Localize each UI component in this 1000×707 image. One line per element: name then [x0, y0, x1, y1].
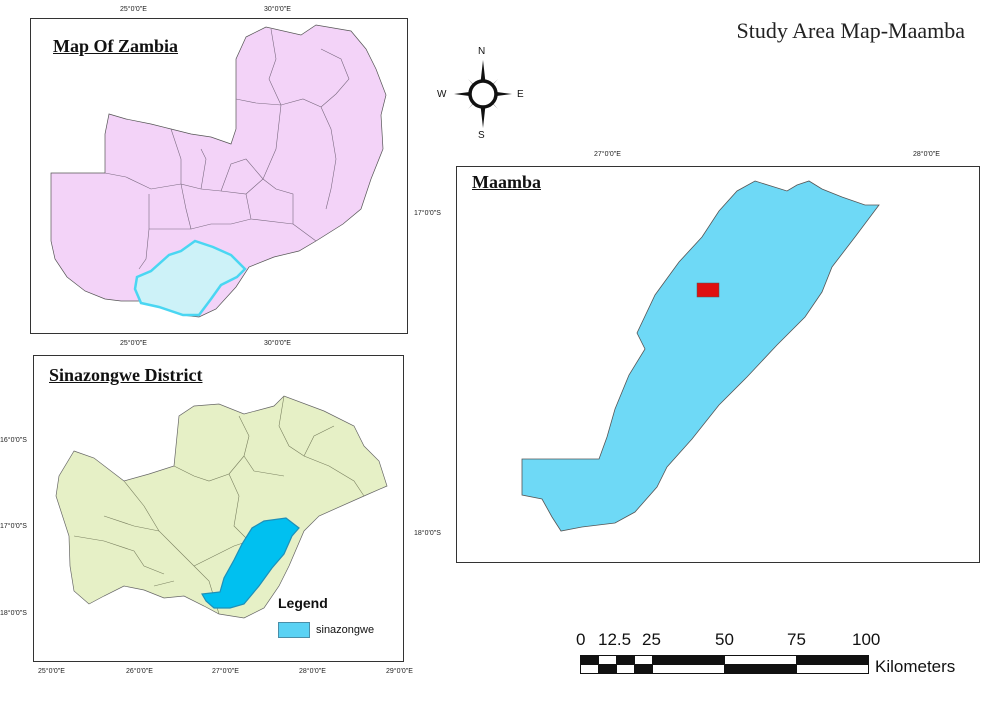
district-tick-bottom-3: 27°0'0"E [212, 668, 239, 675]
district-region-shape [55, 395, 388, 619]
district-map [55, 395, 388, 619]
zambia-tick-bottom-1: 25°0'0"E [120, 340, 147, 347]
scale-label-100: 100 [852, 630, 881, 649]
scale-label-0: 0 [576, 630, 586, 649]
maamba-site-marker [696, 282, 720, 298]
east-label: E [517, 89, 524, 100]
scale-bar [580, 655, 872, 680]
district-tick-bottom-5: 29°0'0"E [386, 668, 413, 675]
north-label: N [478, 46, 486, 57]
scale-label-75: 75 [787, 630, 806, 649]
zambia-map-frame [30, 18, 408, 334]
maamba-tick-top-2: 28°0'0"E [913, 151, 940, 158]
compass-rose-icon [454, 60, 512, 128]
zambia-map-title: Map Of Zambia [53, 36, 179, 56]
maamba-tick-top-1: 27°0'0"E [594, 151, 621, 158]
scale-unit: Kilometers [875, 657, 956, 676]
district-tick-left-2: 17°0'0"S [0, 523, 27, 530]
district-map-title: Sinazongwe District [49, 365, 203, 385]
district-tick-bottom-4: 28°0'0"E [299, 668, 326, 675]
zambia-tick-top-2: 30°0'0"E [264, 6, 291, 13]
maamba-tick-left-1: 17°0'0"S [414, 210, 441, 217]
west-label: W [437, 89, 447, 100]
scale-label-25: 25 [642, 630, 661, 649]
maamba-map-title: Maamba [472, 172, 541, 192]
maamba-area-shape [521, 180, 880, 532]
zambia-tick-top-1: 25°0'0"E [120, 6, 147, 13]
scale-label-50: 50 [715, 630, 734, 649]
north-arrow: N S W E [437, 42, 524, 142]
maamba-tick-left-2: 18°0'0"S [414, 530, 441, 537]
legend-label-sinazongwe: sinazongwe [316, 624, 375, 636]
legend-title: Legend [278, 595, 328, 611]
map-title: Study Area Map-Maamba [736, 18, 966, 43]
zambia-tick-bottom-2: 30°0'0"E [264, 340, 291, 347]
zambia-map [50, 24, 387, 318]
district-tick-left-1: 16°0'0"S [0, 437, 27, 444]
district-map-frame [33, 355, 404, 662]
district-tick-bottom-1: 25°0'0"E [38, 668, 65, 675]
maamba-map-frame [456, 166, 980, 563]
legend-swatch-sinazongwe [278, 622, 310, 638]
sinazongwe-highlight-zambia [133, 239, 247, 317]
south-label: S [478, 130, 485, 141]
sinazongwe-highlight-district [201, 517, 300, 609]
district-tick-left-3: 18°0'0"S [0, 610, 27, 617]
maamba-map [521, 180, 880, 532]
district-tick-bottom-2: 26°0'0"E [126, 668, 153, 675]
scale-label-12-5: 12.5 [598, 630, 632, 649]
